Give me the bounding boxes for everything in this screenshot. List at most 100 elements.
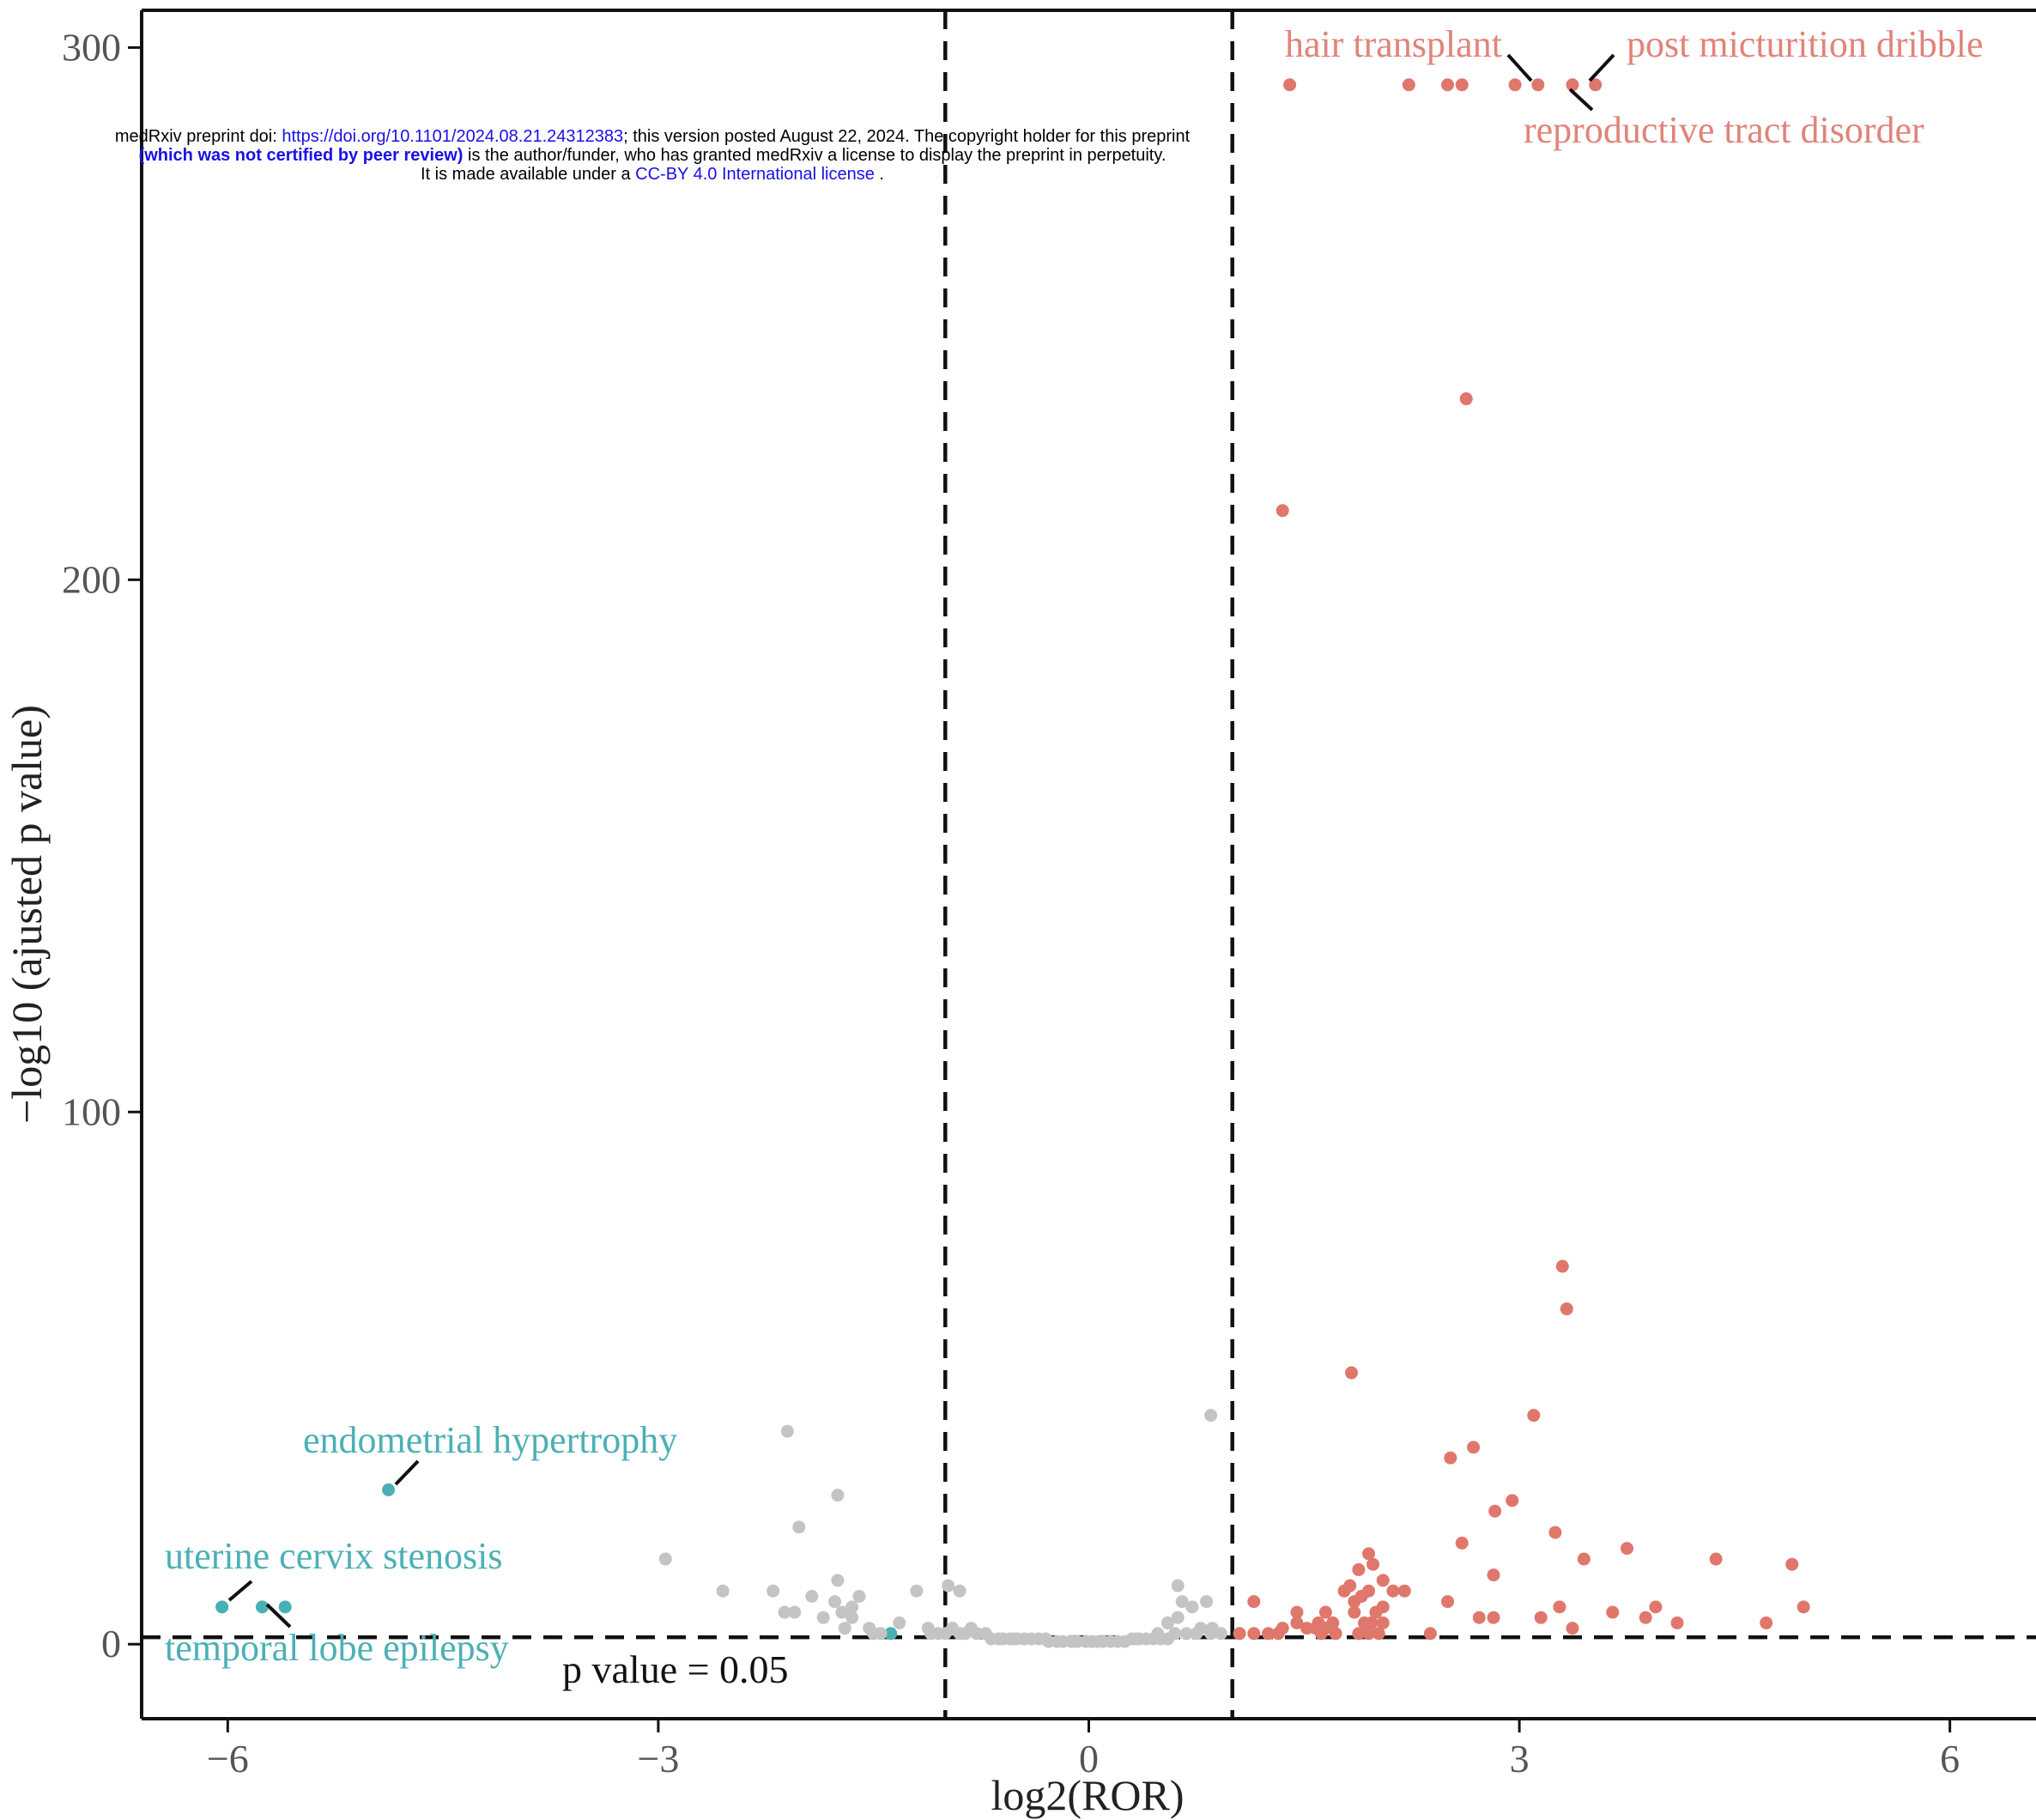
data-point-up — [1785, 1557, 1799, 1571]
data-point-up — [1348, 1605, 1361, 1619]
data-point-ns — [1171, 1579, 1185, 1592]
data-point-ns — [831, 1574, 845, 1587]
data-point-ns — [831, 1489, 845, 1502]
data-point-up — [1709, 1552, 1723, 1566]
watermark-text: ; this version posted August 22, 2024. T… — [623, 127, 1191, 146]
data-point-up — [1553, 1600, 1566, 1614]
data-point-ns — [658, 1552, 672, 1566]
data-point-up — [1362, 1547, 1376, 1561]
y-tick-label: 200 — [62, 557, 121, 601]
data-point-ns — [1168, 1627, 1182, 1641]
data-point-up — [1337, 1584, 1351, 1598]
y-tick-label: 100 — [62, 1089, 121, 1133]
data-point-up — [1670, 1616, 1684, 1629]
data-point-up — [1649, 1600, 1663, 1614]
watermark-text: medRxiv preprint doi: — [114, 127, 282, 146]
data-point-down — [382, 1483, 396, 1496]
annotation-label: endometrial hypertrophy — [303, 1419, 677, 1461]
data-point-up — [1233, 1627, 1246, 1641]
x-tick-label: −6 — [207, 1737, 249, 1781]
peer-review-notice: (which was not certified by peer review) — [138, 146, 464, 165]
data-point-up — [1362, 1627, 1376, 1641]
data-point-down — [215, 1600, 229, 1614]
annotation-label: temporal lobe epilepsy — [165, 1627, 509, 1669]
data-point-ns — [1204, 1409, 1218, 1423]
data-point-ns — [893, 1616, 906, 1629]
license-link[interactable]: CC-BY 4.0 International license — [635, 165, 875, 184]
data-point-up — [1261, 1627, 1275, 1641]
data-point-up — [1440, 78, 1454, 92]
data-point-up — [1271, 1627, 1285, 1641]
y-tick-label: 0 — [101, 1622, 121, 1665]
watermark-text: is the author/funder, who has granted me… — [463, 146, 1166, 165]
data-point-ns — [1160, 1616, 1174, 1629]
data-point-up — [1344, 1366, 1358, 1380]
annotation-leader-line — [227, 1580, 253, 1602]
data-point-up — [1589, 78, 1603, 92]
annotation-label: uterine cervix stenosis — [165, 1535, 502, 1577]
data-point-up — [1402, 78, 1415, 92]
annotation-label: hair transplant — [1285, 23, 1502, 65]
data-point-up — [1376, 1574, 1390, 1587]
annotation-leader-line — [1506, 53, 1533, 82]
data-point-up — [1566, 78, 1579, 92]
watermark-line-2: (which was not certified by peer review)… — [86, 146, 1219, 165]
data-point-ns — [1171, 1611, 1185, 1624]
data-point-up — [1527, 1409, 1541, 1423]
data-point-up — [1760, 1616, 1773, 1629]
data-point-up — [1455, 1536, 1469, 1550]
data-point-ns — [1175, 1595, 1189, 1609]
data-point-ns — [778, 1605, 791, 1619]
data-point-ns — [953, 1584, 966, 1598]
annotation-leader-line — [394, 1459, 420, 1486]
data-point-up — [1797, 1600, 1810, 1614]
data-point-up — [1290, 1605, 1304, 1619]
data-point-ns — [805, 1589, 819, 1603]
data-point-up — [1467, 1441, 1481, 1454]
data-point-ns — [852, 1589, 866, 1603]
data-point-down — [255, 1600, 269, 1614]
data-point-ns — [1008, 1632, 1021, 1646]
data-point-ns — [938, 1627, 952, 1641]
watermark-text: . — [874, 165, 884, 184]
data-point-ns — [942, 1579, 955, 1592]
data-point-up — [1318, 1605, 1332, 1619]
data-point-up — [1352, 1627, 1366, 1641]
data-point-up — [1283, 78, 1297, 92]
data-point-up — [1577, 1552, 1591, 1566]
data-point-ns — [845, 1611, 859, 1624]
data-point-up — [1531, 78, 1545, 92]
data-point-ns — [767, 1584, 780, 1598]
watermark-line-3: It is made available under a CC-BY 4.0 I… — [86, 165, 1219, 184]
data-point-ns — [1190, 1627, 1203, 1641]
data-point-up — [1548, 1526, 1562, 1539]
data-point-up — [1455, 78, 1469, 92]
data-point-ns — [1151, 1627, 1165, 1641]
data-point-up — [1397, 1584, 1411, 1598]
data-point-up — [1560, 1302, 1573, 1316]
data-point-ns — [1130, 1632, 1143, 1646]
data-point-down — [884, 1627, 898, 1641]
data-point-up — [1555, 1259, 1569, 1273]
data-point-ns — [874, 1627, 888, 1641]
data-point-up — [1440, 1595, 1454, 1609]
data-point-up — [1276, 504, 1289, 518]
annotation-leader-line — [1588, 53, 1615, 82]
doi-link[interactable]: https://doi.org/10.1101/2024.08.21.24312… — [282, 127, 624, 146]
annotation-leader-line — [265, 1603, 292, 1629]
data-point-up — [1369, 1605, 1383, 1619]
data-point-up — [1508, 78, 1522, 92]
data-point-ns — [828, 1595, 842, 1609]
data-point-down — [278, 1600, 292, 1614]
data-point-up — [1423, 1627, 1437, 1641]
x-axis-title: log2(ROR) — [991, 1771, 1185, 1819]
data-point-up — [1506, 1494, 1519, 1508]
data-point-ns — [835, 1605, 849, 1619]
data-point-up — [1488, 1504, 1502, 1518]
data-point-ns — [816, 1611, 830, 1624]
data-point-up — [1386, 1584, 1400, 1598]
data-point-ns — [991, 1632, 1005, 1646]
x-tick-label: −3 — [637, 1737, 679, 1781]
annotation-leader-line — [1568, 88, 1594, 112]
